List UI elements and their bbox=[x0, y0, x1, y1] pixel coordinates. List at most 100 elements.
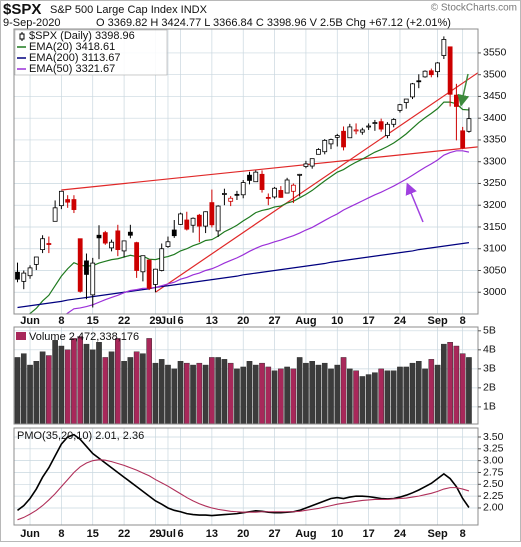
candle-body bbox=[102, 232, 108, 244]
volume-bar bbox=[321, 362, 328, 424]
x-tick-label: 8 bbox=[58, 528, 64, 540]
x-tick-label: 10 bbox=[331, 528, 343, 540]
volume-bar bbox=[58, 345, 65, 424]
volume-bar bbox=[96, 342, 102, 424]
panel-frame bbox=[13, 326, 479, 425]
volume-bar bbox=[271, 370, 278, 424]
candle-body bbox=[222, 193, 227, 195]
indicator-line bbox=[17, 459, 470, 521]
volume-bar bbox=[196, 362, 203, 424]
y-tick-label: 2.75 bbox=[483, 466, 504, 478]
chart-subtitle: S&P 500 Large Cap Index INDX bbox=[50, 4, 208, 16]
volume-bar bbox=[209, 357, 215, 424]
candle-body bbox=[153, 268, 158, 285]
volume-bar bbox=[428, 359, 435, 424]
volume-bar bbox=[259, 362, 265, 424]
candle-body bbox=[460, 130, 466, 149]
x-tick-label: Aug bbox=[295, 528, 316, 540]
volume-bar bbox=[64, 349, 71, 424]
volume-bar bbox=[158, 359, 165, 424]
candle-body bbox=[203, 211, 209, 227]
candle-body bbox=[265, 196, 271, 199]
legend-label: EMA(200) 3113.67 bbox=[29, 52, 121, 64]
candle-body bbox=[90, 262, 96, 296]
volume-bar bbox=[340, 357, 347, 424]
candle-body bbox=[27, 267, 33, 277]
volume-bar bbox=[378, 368, 384, 424]
y-tick-label: 3.50 bbox=[483, 431, 504, 443]
x-tick-label: 22 bbox=[118, 528, 130, 540]
candle-body bbox=[309, 158, 315, 167]
x-tick-label: Jun bbox=[20, 315, 40, 327]
volume-bar bbox=[347, 368, 353, 424]
trendline bbox=[61, 146, 478, 191]
candle-body bbox=[328, 139, 334, 145]
source: © StockCharts.com bbox=[431, 3, 517, 14]
candle-body bbox=[353, 129, 359, 132]
y-tick-label: 5B bbox=[483, 325, 496, 337]
x-tick-label: 15 bbox=[87, 528, 99, 540]
volume-bar bbox=[415, 361, 422, 424]
legend-box bbox=[14, 29, 168, 76]
volume-bar bbox=[328, 368, 334, 424]
volume-bar bbox=[108, 351, 115, 424]
volume-bar bbox=[165, 364, 171, 424]
x-tick-label: 6 bbox=[177, 315, 183, 327]
candle-body bbox=[52, 207, 58, 222]
pmo-panel bbox=[14, 428, 478, 525]
candle-body bbox=[234, 193, 240, 196]
x-tick-label: 20 bbox=[237, 528, 249, 540]
volume-bar bbox=[397, 366, 403, 424]
x-tick-label: Jul bbox=[160, 528, 176, 540]
volume-bar bbox=[83, 343, 90, 424]
x-tick-label: 13 bbox=[206, 315, 218, 327]
candle-body bbox=[322, 139, 328, 153]
candle-body bbox=[140, 255, 146, 273]
volume-bar bbox=[290, 368, 297, 424]
volume-bar bbox=[221, 359, 228, 424]
candle-body bbox=[278, 190, 284, 198]
candle-body bbox=[341, 130, 346, 148]
candle-body bbox=[171, 229, 177, 237]
candle-body bbox=[416, 80, 422, 83]
x-tick-label: 8 bbox=[460, 315, 466, 327]
x-tick-label: 8 bbox=[58, 315, 64, 327]
candle-body bbox=[272, 187, 277, 198]
volume-bar bbox=[309, 361, 315, 424]
x-tick-label: 29 bbox=[149, 315, 161, 327]
volume-bar bbox=[422, 368, 428, 424]
volume-bar bbox=[127, 357, 134, 424]
candle-body bbox=[441, 39, 447, 56]
volume-bar bbox=[315, 364, 322, 424]
x-tick-label: 8 bbox=[460, 528, 466, 540]
candle-body bbox=[359, 129, 365, 133]
x-tick-label: 20 bbox=[237, 315, 249, 327]
volume-bar bbox=[384, 370, 391, 424]
volume-bar bbox=[52, 340, 58, 424]
x-tick-label: 13 bbox=[206, 528, 218, 540]
x-tick-label: Jul bbox=[160, 315, 176, 327]
y-tick-label: 3450 bbox=[483, 90, 507, 102]
candle-body bbox=[46, 243, 52, 245]
volume-bar bbox=[434, 364, 441, 424]
candle-body bbox=[366, 125, 372, 128]
candle-body bbox=[385, 123, 390, 137]
candle-body bbox=[159, 248, 165, 271]
x-tick-label: Aug bbox=[295, 315, 316, 327]
legend-label: EMA(20) 3418.61 bbox=[29, 41, 115, 53]
volume-bar bbox=[372, 372, 378, 424]
candle-body bbox=[71, 199, 77, 210]
candle-body bbox=[447, 46, 453, 95]
candle-body bbox=[240, 182, 246, 196]
y-tick-label: 3400 bbox=[483, 112, 507, 124]
x-tick-label: Sep bbox=[427, 315, 447, 327]
volume-bar bbox=[265, 366, 272, 424]
candle-body bbox=[121, 240, 127, 252]
candle-body bbox=[378, 121, 384, 130]
y-tick-label: 2B bbox=[483, 382, 496, 394]
candle-body bbox=[58, 190, 64, 207]
y-tick-label: 3550 bbox=[483, 47, 507, 59]
candle-body bbox=[297, 173, 303, 176]
volume-bar bbox=[133, 351, 140, 424]
